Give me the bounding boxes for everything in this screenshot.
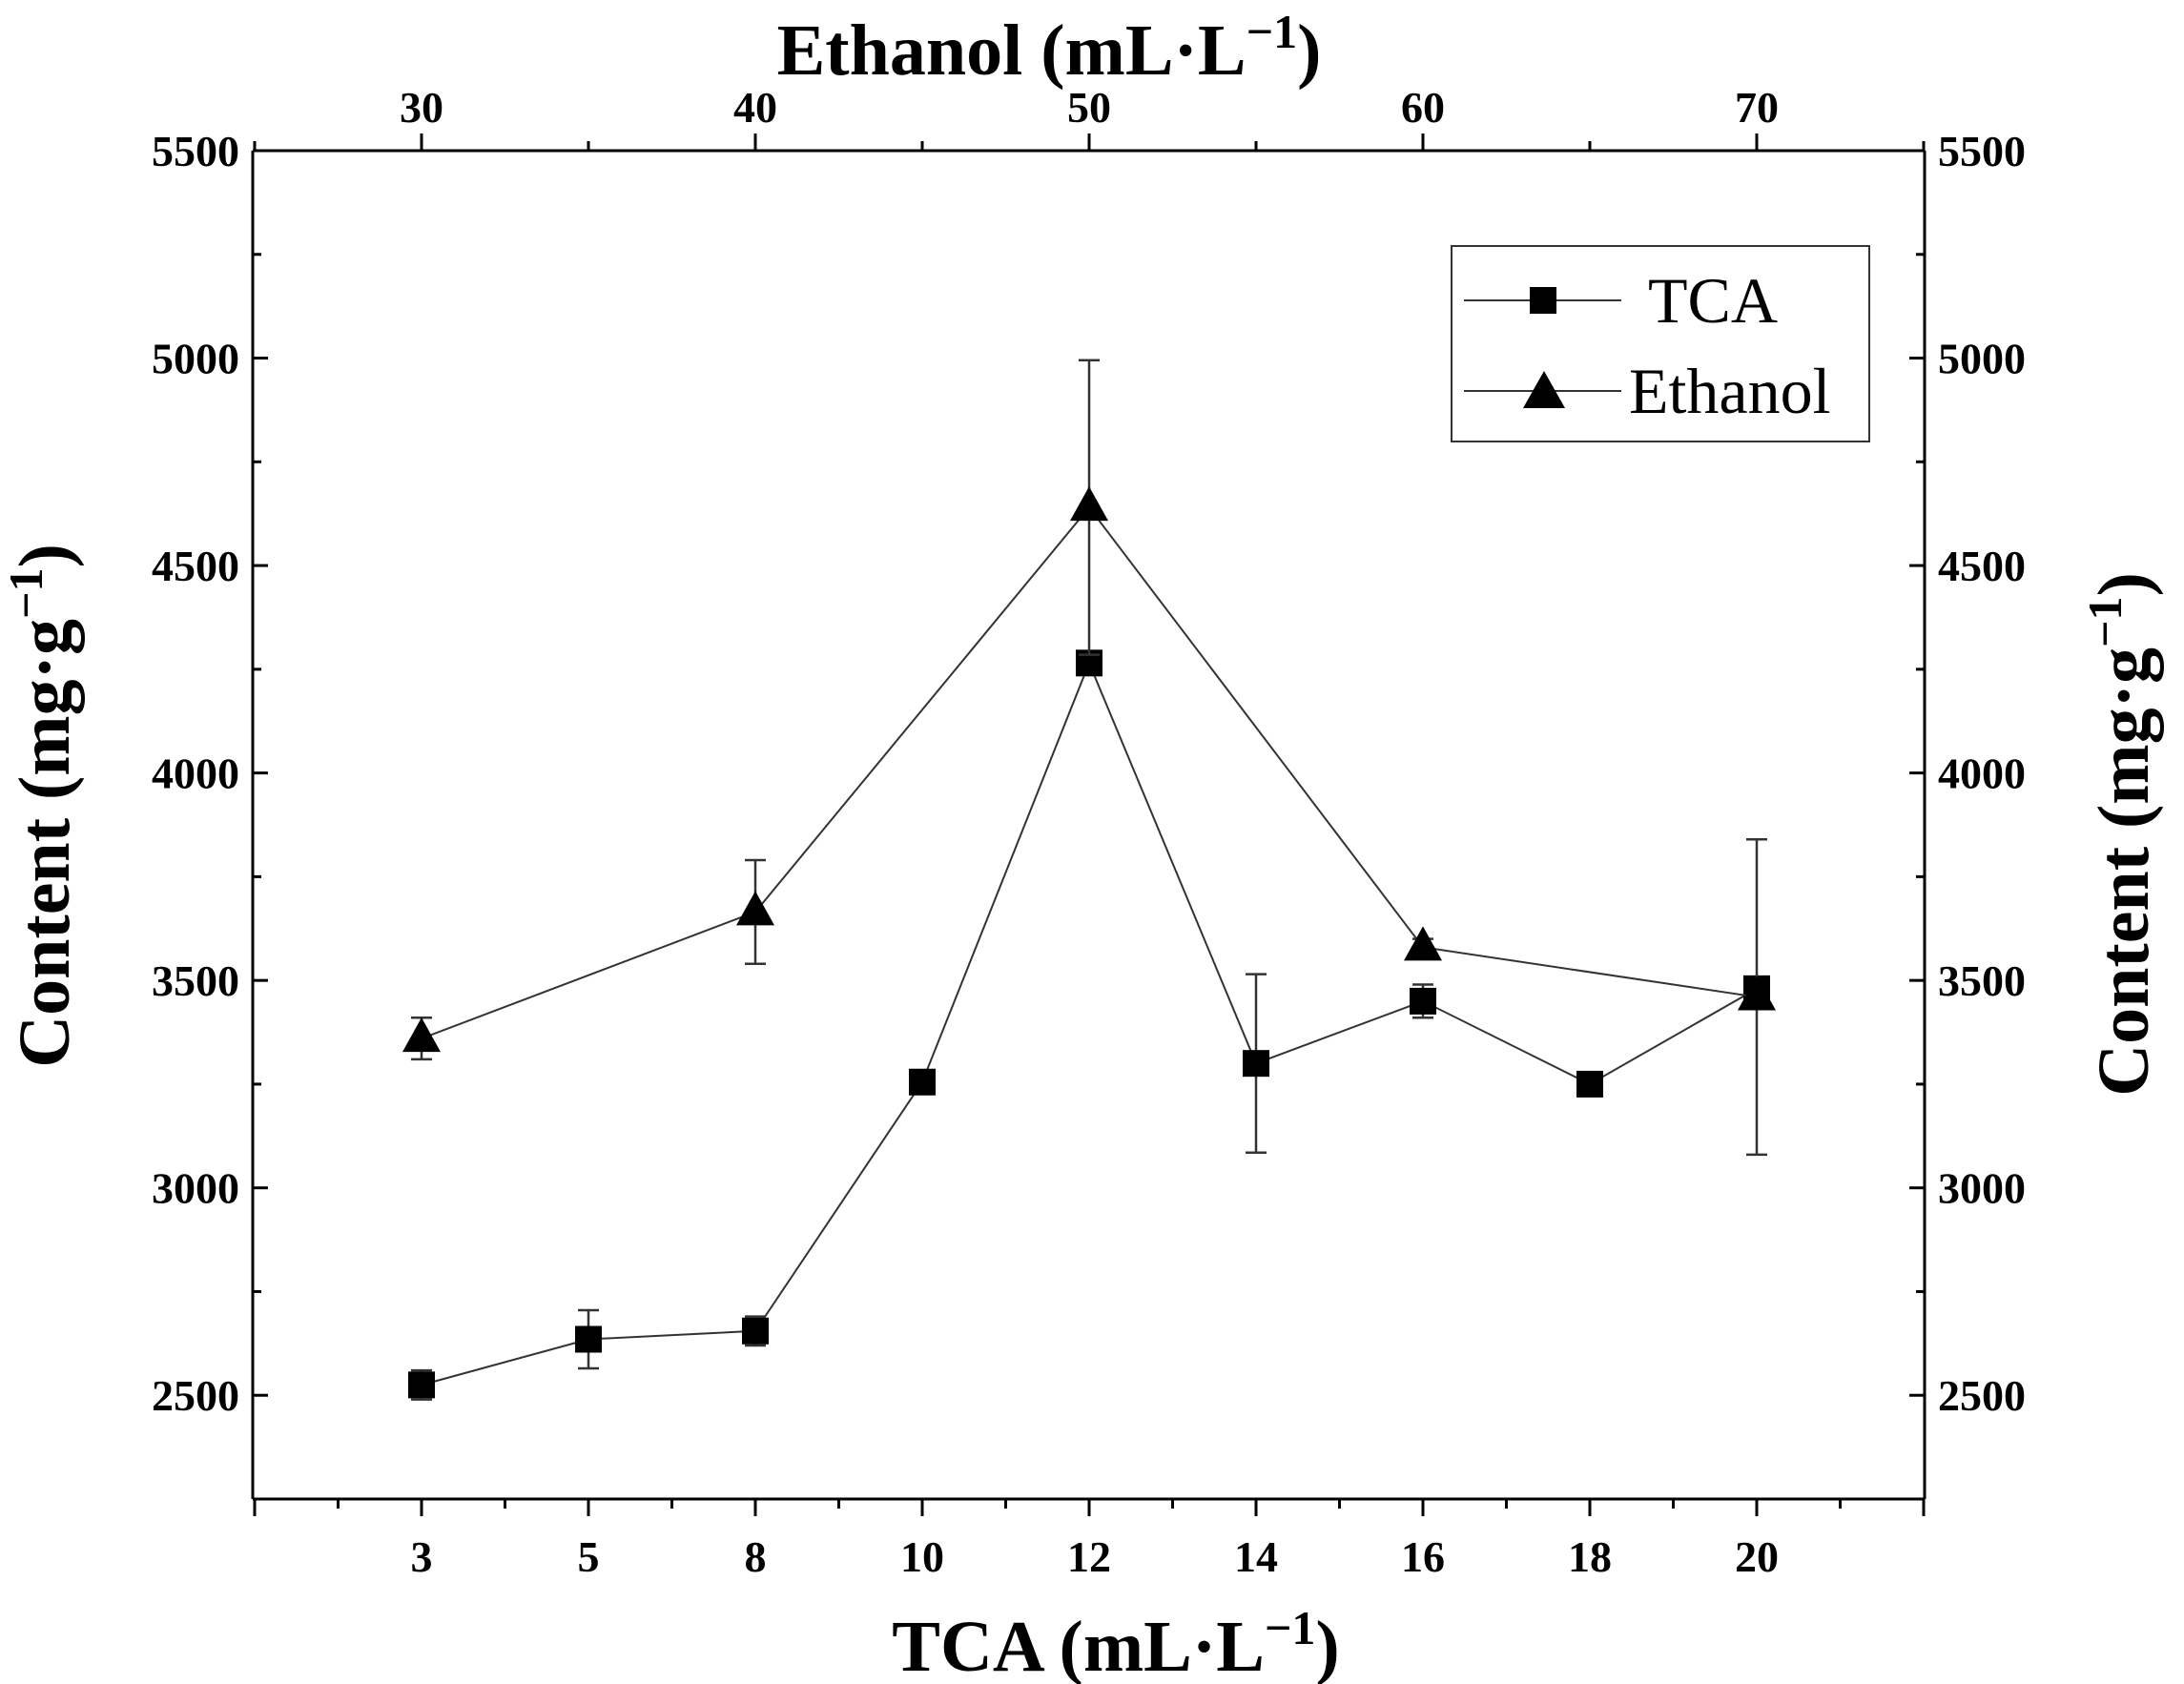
bottom-tick-label: 8 — [745, 1532, 767, 1581]
left-tick-label: 5000 — [152, 335, 239, 383]
bottom-tick-label: 5 — [578, 1532, 600, 1581]
axis-ticks — [253, 133, 1926, 1516]
tick-labels: 2500 2500 3000 3000 3500 3500 4000 4000 4500 4500… — [152, 83, 2026, 1581]
right-tick-label: 3500 — [1938, 956, 2026, 1005]
bottom-tick-label: 16 — [1401, 1532, 1445, 1581]
bottom-tick-label: 14 — [1234, 1532, 1278, 1581]
top-tick-label: 50 — [1067, 83, 1111, 132]
top-tick-label: 70 — [1735, 83, 1779, 132]
right-axis-title: Content (mg·g−1) — [2078, 572, 2164, 1097]
right-tick-label: 4000 — [1938, 750, 2026, 798]
left-tick-label: 2500 — [152, 1371, 239, 1420]
bottom-tick-label: 10 — [900, 1532, 944, 1581]
legend: TCA Ethanol — [1451, 245, 1870, 442]
right-tick-label: 5000 — [1938, 335, 2026, 383]
bottom-tick-label: 20 — [1735, 1532, 1779, 1581]
right-tick-label: 2500 — [1938, 1371, 2026, 1420]
series-ethanol — [402, 359, 1776, 1157]
tca-line — [421, 660, 1758, 1386]
bottom-tick-label: 3 — [411, 1532, 433, 1581]
left-tick-label: 3000 — [152, 1164, 239, 1213]
ethanol-point — [402, 1017, 441, 1053]
top-tick-label: 60 — [1401, 83, 1445, 132]
tca-point — [909, 1068, 936, 1096]
left-tick-label: 4500 — [152, 542, 239, 590]
ethanol-point — [1070, 486, 1108, 522]
ethanol-point — [1404, 926, 1442, 961]
right-tick-label: 4500 — [1938, 542, 2026, 590]
bottom-axis-title: TCA (mL·L−1) — [892, 1601, 1339, 1684]
tca-point — [408, 1371, 435, 1399]
data-series — [402, 359, 1776, 1401]
ethanol-point — [1738, 975, 1776, 1011]
legend-box — [1451, 245, 1870, 442]
top-tick-label: 40 — [733, 83, 777, 132]
left-tick-label: 3500 — [152, 956, 239, 1005]
tca-point — [575, 1325, 602, 1353]
bottom-tick-label: 12 — [1067, 1532, 1111, 1581]
ethanol-point — [736, 891, 774, 926]
legend-tca-label: TCA — [1648, 264, 1778, 337]
legend-ethanol-triangle-icon — [1523, 371, 1565, 408]
bottom-tick-label: 18 — [1568, 1532, 1612, 1581]
right-tick-label: 5500 — [1938, 127, 2026, 175]
series-tca — [408, 649, 1770, 1401]
right-tick-label: 3000 — [1938, 1164, 2026, 1213]
left-tick-label: 4000 — [152, 750, 239, 798]
tca-point — [1243, 1050, 1269, 1078]
legend-tca-square-icon — [1530, 287, 1556, 314]
left-tick-label: 5500 — [152, 127, 239, 175]
top-axis-title: Ethanol (mL·L−1) — [777, 5, 1322, 91]
tca-point — [1576, 1070, 1603, 1098]
left-axis-title: Content (mg·g−1) — [0, 544, 85, 1068]
tca-point — [1410, 987, 1436, 1015]
top-tick-label: 30 — [400, 83, 443, 132]
tca-point — [742, 1317, 769, 1345]
legend-ethanol-label: Ethanol — [1629, 355, 1831, 427]
